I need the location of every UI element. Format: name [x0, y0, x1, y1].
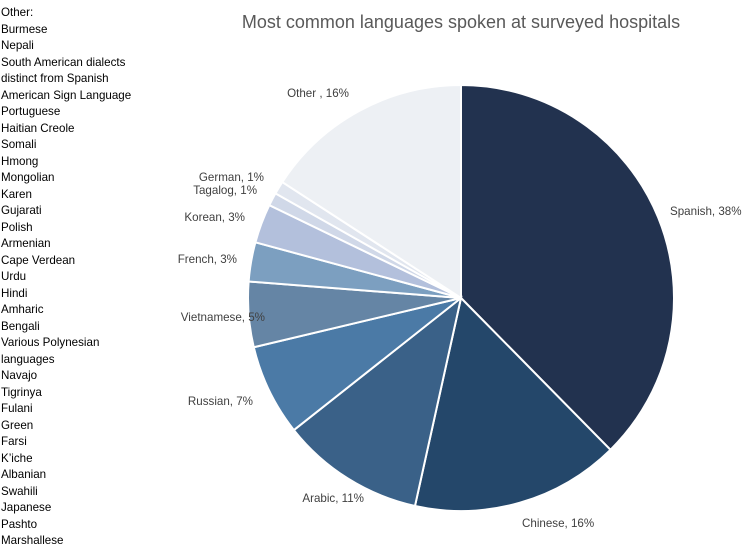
data-label-german: German, 1% — [199, 171, 264, 184]
other-language-item: Pashto — [1, 517, 38, 531]
other-language-item: Haitian Creole — [1, 121, 75, 135]
pie-slice-arabic — [292, 295, 463, 508]
other-language-item: Green — [1, 418, 34, 432]
other-language-item: Portuguese — [1, 105, 61, 118]
other-language-item: Farsi — [1, 435, 27, 448]
pie-slice-spanish — [460, 83, 675, 452]
other-language-item: South American dialects — [1, 55, 126, 69]
other-language-item: Urdu — [1, 270, 27, 283]
other-language-item: Hmong — [1, 154, 39, 168]
other-language-item: Fulani — [1, 402, 33, 415]
data-label-vietnamese: Vietnamese, 5% — [181, 311, 265, 324]
other-language-item: Tigrinya — [1, 385, 42, 399]
other-language-item: Japanese — [1, 501, 52, 514]
other-language-item: Burmese — [1, 22, 48, 36]
chart-title: Most common languages spoken at surveyed… — [242, 12, 680, 32]
other-language-item: Mongolian — [1, 171, 55, 184]
pie-slice-chinese — [413, 295, 612, 512]
other-language-item: Polish — [1, 220, 33, 234]
other-language-item: Gujarati — [1, 204, 42, 217]
other-language-item: Navajo — [1, 369, 38, 382]
other-language-item: K’iche — [1, 451, 33, 465]
other-language-item: American Sign Language — [1, 88, 132, 102]
data-label-chinese: Chinese, 16% — [522, 517, 594, 530]
data-label-tagalog: Tagalog, 1% — [193, 184, 257, 197]
other-language-item: Nepali — [1, 39, 34, 52]
pie-slice-other — [280, 83, 462, 300]
other-languages-heading: Other: — [1, 6, 34, 19]
data-label-korean: Korean, 3% — [184, 211, 245, 224]
data-label-arabic: Arabic, 11% — [302, 492, 364, 505]
other-language-item: distinct from Spanish — [1, 72, 109, 85]
other-language-item: Hindi — [1, 286, 28, 300]
pie-slices — [247, 83, 675, 512]
other-language-item: Albanian — [1, 468, 47, 481]
other-language-item: Armenian — [1, 237, 51, 250]
data-label-other: Other , 16% — [287, 87, 349, 100]
other-languages-list: Other: Burmese Nepali South American diale… — [1, 5, 131, 550]
other-language-item: Various Polynesian — [1, 336, 100, 349]
other-language-item: Swahili — [1, 484, 38, 498]
data-label-russian: Russian, 7% — [188, 395, 253, 408]
other-language-item: languages — [1, 352, 55, 366]
other-language-item: Cape Verdean — [1, 253, 76, 267]
other-language-item: Amharic — [1, 303, 44, 316]
pie-data-labels: Spanish, 38% Chinese, 16% Arabic, 11% Russi… — [178, 87, 742, 530]
other-language-item: Karen — [1, 187, 32, 201]
other-language-item: Bengali — [1, 319, 40, 333]
other-language-item: Somali — [1, 138, 37, 151]
other-language-item: Marshallese — [1, 534, 64, 547]
data-label-spanish: Spanish, 38% — [670, 205, 742, 218]
data-label-french: French, 3% — [178, 253, 237, 266]
